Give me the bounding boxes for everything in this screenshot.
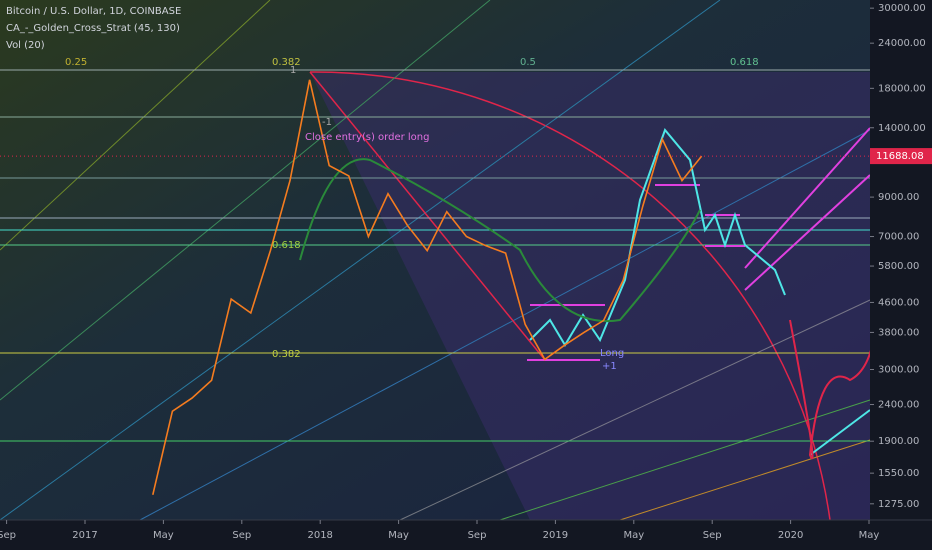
x-tick-label: May: [153, 530, 174, 541]
y-tick-label: 5800.00: [878, 261, 919, 272]
x-tick-label: May: [859, 530, 880, 541]
y-tick-label: 1275.00: [878, 499, 919, 510]
annotation: 0.382: [272, 57, 301, 68]
y-tick-label: 1900.00: [878, 436, 919, 447]
y-tick-label: 7000.00: [878, 232, 919, 243]
pattern-lines: [529, 128, 871, 456]
annotation: Close entry(s) order long: [305, 132, 429, 143]
indicator-label: CA_-_Golden_Cross_Strat (45, 130): [6, 23, 180, 34]
annotation: 0.5: [520, 57, 536, 68]
price-line: [152, 79, 703, 495]
x-tick-label: 2017: [72, 530, 97, 541]
x-tick-label: Sep: [468, 530, 487, 541]
last-price-tag: [870, 148, 932, 165]
projection: [789, 319, 876, 460]
y-tick-label: 18000.00: [878, 83, 926, 94]
x-tick-label: Sep: [0, 530, 16, 541]
x-tick-label: May: [388, 530, 409, 541]
x-tick-label: 2019: [543, 530, 568, 541]
y-tick-label: 24000.00: [878, 38, 926, 49]
y-tick-label: 30000.00: [878, 3, 926, 14]
moving-average: [299, 158, 701, 323]
indicator-label: Vol (20): [6, 40, 45, 51]
y-tick-label: 4600.00: [878, 297, 919, 308]
annotation: 1: [290, 65, 296, 76]
annotation: 0.618: [272, 240, 301, 251]
fib-arc: [309, 71, 831, 521]
x-tick-label: 2020: [778, 530, 803, 541]
fib-zone: [310, 72, 870, 520]
last-price-label: 11688.08: [876, 151, 924, 162]
x-tick-label: Sep: [703, 530, 722, 541]
y-tick-label: 3800.00: [878, 327, 919, 338]
annotation: 0.618: [730, 57, 759, 68]
annotation: 0.25: [65, 57, 87, 68]
fib-levels: [0, 69, 870, 442]
y-tick-label: 1550.00: [878, 468, 919, 479]
y-tick-label: 3000.00: [878, 365, 919, 376]
annotation: +1: [602, 361, 617, 372]
x-tick-label: 2018: [307, 530, 332, 541]
y-tick-label: 9000.00: [878, 192, 919, 203]
annotation: 0.382: [272, 349, 301, 360]
annotation: -1: [322, 117, 332, 128]
y-tick-label: 2400.00: [878, 400, 919, 411]
chart-title: Bitcoin / U.S. Dollar, 1D, COINBASE: [6, 6, 181, 17]
x-tick-label: May: [623, 530, 644, 541]
x-tick-label: Sep: [232, 530, 251, 541]
price-axis: [870, 0, 932, 550]
y-tick-label: 14000.00: [878, 123, 926, 134]
annotation: Long: [600, 348, 624, 359]
